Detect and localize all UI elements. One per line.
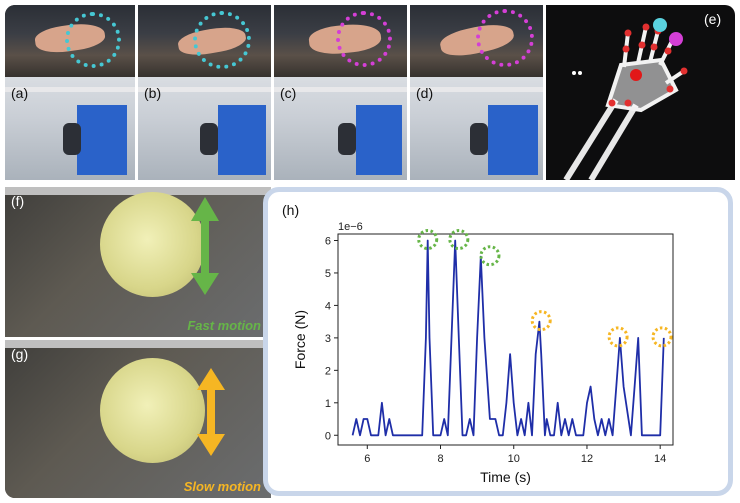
panel-label-g: (g): [11, 346, 29, 362]
slow-motion-panel: (g) Slow motion: [5, 340, 271, 498]
rail: [138, 87, 271, 92]
y-tick-label: 4: [325, 300, 331, 312]
ball: [100, 358, 205, 463]
x-axis-label: Time (s): [480, 469, 531, 485]
panel-label-b: (b): [144, 85, 162, 101]
plot-frame: [337, 233, 674, 446]
hand-skeleton: [563, 18, 688, 180]
slow-motion-caption: Slow motion: [183, 479, 261, 494]
robot-rig: [77, 105, 127, 175]
orange-peak-marker: [607, 326, 629, 348]
panel-label-h: (h): [282, 202, 300, 218]
panel-label-f: (f): [11, 193, 25, 209]
photo-panel-a: (a): [5, 5, 135, 180]
x-tick-label: 14: [654, 453, 666, 465]
scale-label: 1e−6: [338, 221, 363, 233]
panel-label-d: (d): [416, 85, 434, 101]
panel-label-c: (c): [280, 85, 297, 101]
force-chart-panel: (h) 6 8 10 12 14 0 1 2 3 4 5 6 Time (s) Force (N) 1e−6: [263, 187, 733, 496]
fast-motion-panel: (f) Fast motion: [5, 187, 271, 337]
x-tick-label: 10: [508, 453, 520, 465]
cyan-point: [653, 18, 667, 32]
panel-label-a: (a): [11, 85, 29, 101]
rail: [274, 87, 407, 92]
robot-rig: [356, 105, 402, 175]
slow-motion-arrow: [197, 368, 225, 456]
magenta-dotted-circle: [476, 9, 534, 67]
cyan-dotted-circle: [193, 11, 251, 69]
y-tick-label: 2: [325, 365, 331, 377]
rail: [5, 340, 271, 348]
x-tick-label: 12: [581, 453, 593, 465]
x-tick-label: 8: [437, 453, 443, 465]
palm-point: [630, 69, 642, 81]
y-tick-label: 5: [325, 268, 331, 280]
robot-rig: [218, 105, 266, 175]
y-tick-label: 1: [325, 398, 331, 410]
fast-motion-arrow: [191, 197, 219, 295]
y-axis-label: Force (N): [292, 310, 308, 369]
ball: [100, 192, 205, 297]
camera: [338, 123, 356, 155]
green-peak-marker: [479, 245, 501, 267]
orange-peak-marker: [651, 326, 673, 348]
panel-label-e: (e): [704, 11, 722, 27]
cyan-dotted-circle: [65, 12, 121, 68]
photo-panel-d: (d): [410, 5, 543, 180]
fast-motion-caption: Fast motion: [187, 318, 261, 333]
green-peak-marker: [448, 228, 470, 250]
y-tick-label: 6: [325, 235, 331, 247]
rail: [5, 87, 135, 92]
magenta-dotted-circle: [336, 11, 392, 67]
green-peak-marker: [417, 228, 439, 250]
rail: [5, 187, 271, 195]
y-tick-label: 0: [325, 430, 331, 442]
x-tick-label: 6: [364, 453, 370, 465]
camera: [470, 123, 488, 155]
hand-skeleton-panel: (e): [546, 5, 735, 180]
y-tick-label: 3: [325, 333, 331, 345]
camera: [200, 123, 218, 155]
rail: [410, 87, 543, 92]
force-series-line: [351, 239, 665, 437]
magenta-point: [669, 32, 683, 46]
orange-peak-marker: [530, 310, 552, 332]
photo-panel-c: (c): [274, 5, 407, 180]
camera: [63, 123, 81, 155]
photo-panel-b: (b): [138, 5, 271, 180]
robot-rig: [488, 105, 538, 175]
